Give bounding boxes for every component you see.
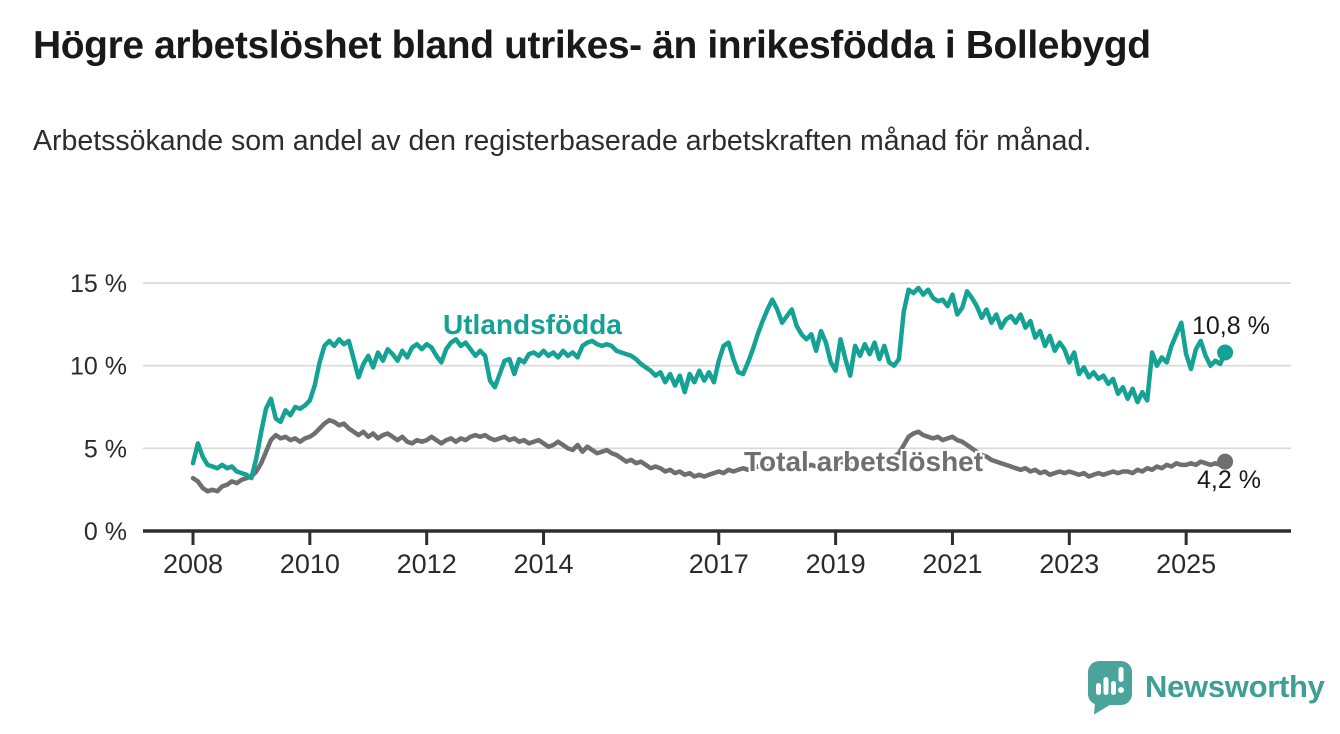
newsworthy-brand-text: Newsworthy (1145, 669, 1325, 704)
x-tick-label-2010: 2010 (280, 549, 340, 579)
y-tick-label-15: 15 % (70, 270, 127, 298)
y-tick-label-0: 0 % (84, 518, 127, 546)
series-label-utlandsfodda: Utlandsfödda (443, 309, 622, 340)
x-tick-label-2025: 2025 (1156, 549, 1216, 579)
series-end-dot-utlandsf-dda (1217, 344, 1234, 361)
end-value-utlandsfodda: 10,8 % (1192, 312, 1270, 340)
x-tick-label-2023: 2023 (1039, 549, 1099, 579)
x-tick-label-2008: 2008 (163, 549, 223, 579)
x-tick-label-2021: 2021 (922, 549, 982, 579)
series-line-total-arbetsl-shet (190, 417, 1228, 494)
series-label-total-arbetsloshet: Total arbetslöshet (744, 446, 984, 477)
x-tick-label-2014: 2014 (513, 549, 573, 579)
page-title: Högre arbetslöshet bland utrikes- än inr… (33, 24, 1151, 67)
newsworthy-logo-icon (1088, 661, 1132, 715)
y-tick-label-5: 5 % (84, 435, 127, 463)
series-end-dot-total-arbetsl-shet (1217, 453, 1234, 470)
x-tick-label-2017: 2017 (689, 549, 749, 579)
series-line-utlandsf-dda (190, 285, 1228, 481)
x-tick-label-2012: 2012 (397, 549, 457, 579)
end-value-total-arbetsloshet: 4,2 % (1197, 466, 1261, 494)
newsworthy-brand: Newsworthy (1086, 659, 1325, 715)
page-subtitle: Arbetssökande som andel av den registerb… (33, 125, 1092, 157)
x-tick-label-2019: 2019 (806, 549, 866, 579)
y-tick-label-10: 10 % (70, 353, 127, 381)
